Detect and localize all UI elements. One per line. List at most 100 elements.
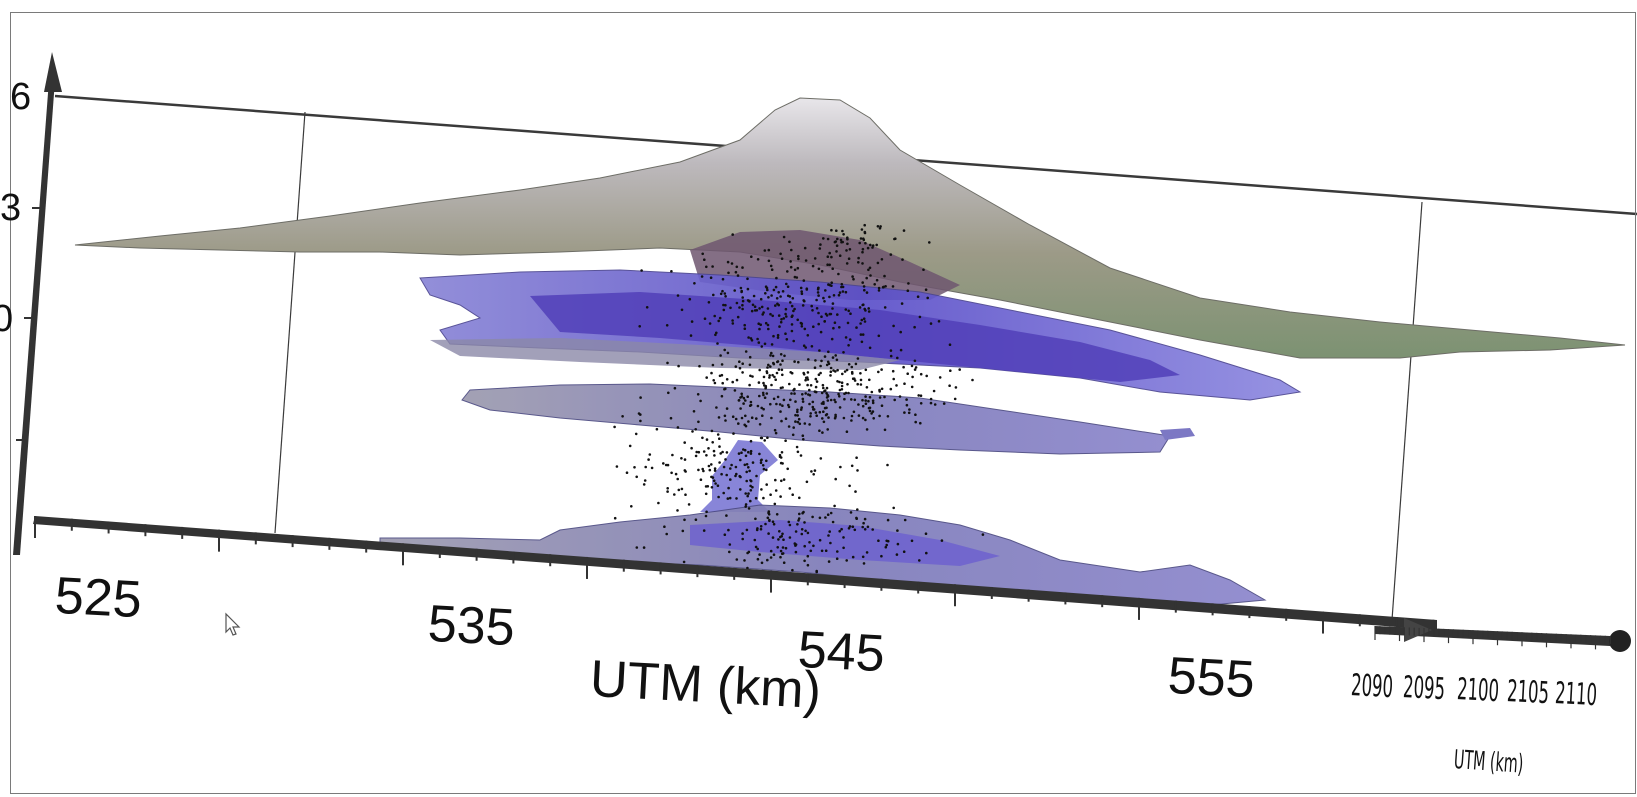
hypocenter-point [731, 319, 734, 322]
hypocenter-point [819, 457, 823, 460]
hypocenter-point [735, 265, 739, 269]
hypocenter-point [799, 454, 803, 457]
hypocenter-point [856, 357, 860, 360]
hypocenter-point [727, 486, 730, 490]
hypocenter-point [729, 467, 732, 470]
hypocenter-point [788, 295, 792, 298]
hypocenter-point [713, 454, 716, 457]
hypocenter-point [829, 370, 833, 374]
hypocenter-point [745, 463, 749, 466]
hypocenter-point [815, 414, 818, 418]
hypocenter-point [766, 288, 769, 292]
hypocenter-point [836, 368, 839, 372]
hypocenter-point [863, 517, 867, 521]
hypocenter-point [843, 397, 846, 401]
hypocenter-point [780, 479, 783, 483]
hypocenter-point [847, 363, 851, 366]
hypocenter-point [826, 513, 830, 516]
hypocenter-point [796, 408, 799, 412]
hypocenter-point [857, 261, 860, 264]
hypocenter-point [835, 250, 838, 253]
hypocenter-point [847, 344, 850, 347]
hypocenter-point [717, 416, 721, 419]
hypocenter-point [828, 312, 832, 316]
hypocenter-point [774, 431, 778, 435]
hypocenter-point [924, 532, 928, 535]
hypocenter-point [825, 386, 829, 390]
hypocenter-point [741, 296, 744, 299]
hypocenter-point [760, 305, 764, 309]
hypocenter-point [767, 513, 771, 516]
hypocenter-point [714, 482, 717, 485]
hypocenter-point [738, 366, 742, 370]
hypocenter-point [762, 467, 766, 471]
hypocenter-point [893, 398, 896, 402]
hypocenter-point [667, 391, 670, 395]
hypocenter-point [882, 285, 885, 289]
hypocenter-point [827, 362, 831, 366]
hypocenter-point [838, 395, 841, 398]
hypocenter-point [756, 337, 759, 341]
hypocenter-point [662, 462, 665, 465]
hypocenter-point [804, 378, 807, 382]
hypocenter-point [727, 271, 730, 275]
hypocenter-point [760, 561, 764, 565]
hypocenter-point [770, 294, 773, 297]
z-tick-label: 0 [0, 298, 14, 340]
hypocenter-point [880, 258, 884, 261]
hypocenter-point [621, 415, 624, 418]
hypocenter-point [725, 378, 729, 381]
hypocenter-point [820, 270, 824, 273]
hypocenter-point [857, 403, 860, 406]
hypocenter-point [913, 325, 916, 329]
hypocenter-point [845, 368, 849, 372]
hypocenter-point [817, 373, 821, 377]
hypocenter-point [730, 262, 734, 265]
hypocenter-point [789, 260, 792, 263]
hypocenter-point [774, 304, 777, 307]
hypocenter-point [759, 527, 763, 531]
hypocenter-point [791, 568, 794, 572]
hypocenter-point [758, 307, 761, 310]
hypocenter-point [798, 422, 802, 426]
hypocenter-point [788, 382, 791, 386]
hypocenter-point [734, 270, 738, 274]
hypocenter-point [739, 458, 742, 462]
hypocenter-point [704, 492, 708, 496]
hypocenter-point [845, 262, 849, 265]
hypocenter-point [712, 479, 716, 483]
hypocenter-point [764, 292, 767, 295]
hypocenter-point [914, 413, 917, 417]
hypocenter-point [787, 425, 791, 428]
hypocenter-point [832, 326, 835, 330]
hypocenter-point [749, 489, 753, 492]
hypocenter-point [628, 444, 632, 448]
hypocenter-point [766, 558, 769, 562]
hypocenter-point [736, 315, 740, 319]
hypocenter-point [862, 521, 865, 525]
hypocenter-point [891, 285, 895, 288]
hypocenter-point [834, 413, 837, 417]
hypocenter-point [827, 416, 830, 419]
hypocenter-point [776, 360, 779, 364]
hypocenter-point [710, 486, 714, 489]
hypocenter-point [858, 306, 862, 309]
hypocenter-point [707, 447, 710, 450]
hypocenter-point [735, 378, 739, 382]
hypocenter-point [810, 345, 814, 348]
hypocenter-point [764, 522, 767, 526]
hypocenter-point [762, 311, 765, 314]
hypocenter-point [848, 338, 852, 341]
hypocenter-point [721, 450, 724, 454]
hypocenter-point [802, 279, 806, 282]
hypocenter-point [833, 321, 837, 325]
hypocenter-point [871, 244, 875, 247]
hypocenter-point [770, 383, 773, 387]
hypocenter-point [823, 300, 826, 303]
hypocenter-point [981, 533, 985, 536]
hypocenter-point [724, 458, 727, 461]
hypocenter-point [818, 538, 822, 542]
hypocenter-point [803, 327, 807, 331]
hypocenter-point [825, 406, 828, 410]
